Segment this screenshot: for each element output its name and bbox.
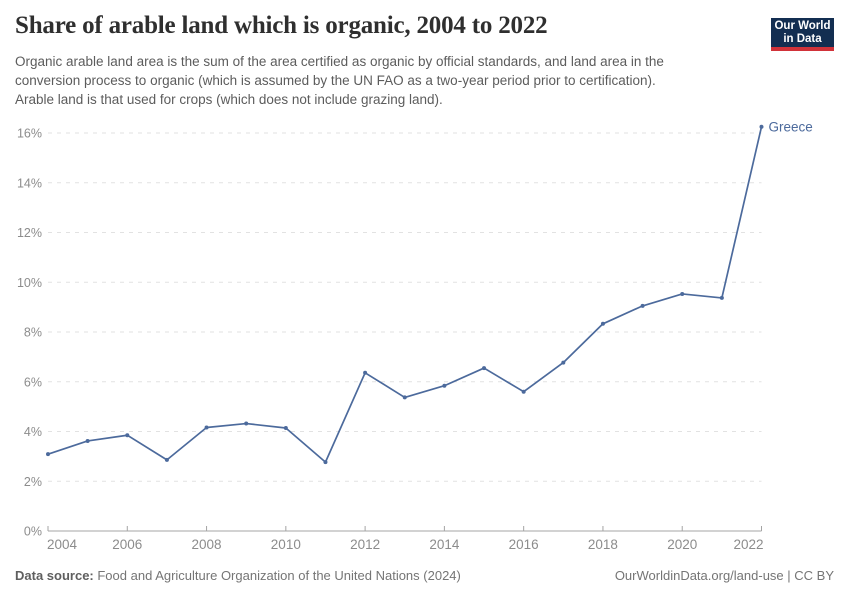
- footer-links: OurWorldinData.org/land-use | CC BY: [615, 568, 834, 583]
- series-label-greece[interactable]: Greece: [769, 119, 813, 134]
- data-point[interactable]: [482, 366, 487, 371]
- y-axis-tick-label: 12%: [17, 226, 42, 240]
- y-axis-tick-label: 10%: [17, 276, 42, 290]
- x-axis-tick-label: 2006: [112, 537, 142, 552]
- x-axis-tick-label: 2018: [588, 537, 618, 552]
- data-point[interactable]: [402, 395, 407, 400]
- data-point[interactable]: [164, 457, 169, 462]
- data-point[interactable]: [363, 370, 368, 375]
- y-axis-tick-label: 14%: [17, 176, 42, 190]
- y-axis-tick-label: 8%: [24, 326, 42, 340]
- y-axis-tick-label: 16%: [17, 127, 42, 141]
- chart-title: Share of arable land which is organic, 2…: [15, 12, 548, 39]
- owid-url-link[interactable]: OurWorldinData.org/land-use: [614, 568, 784, 583]
- data-point[interactable]: [561, 360, 566, 365]
- y-axis-tick-label: 2%: [24, 475, 42, 489]
- y-axis-tick-label: 4%: [24, 425, 42, 439]
- chart-subtitle: Organic arable land area is the sum of t…: [15, 54, 664, 107]
- data-point[interactable]: [46, 452, 50, 457]
- data-point[interactable]: [125, 433, 130, 438]
- x-axis-tick-label: 2016: [509, 537, 539, 552]
- footer-separator: |: [783, 568, 795, 583]
- x-axis-tick-label: 2022: [733, 537, 763, 552]
- data-point[interactable]: [323, 460, 328, 465]
- license-link[interactable]: CC BY: [794, 568, 834, 583]
- y-axis-tick-label: 0%: [24, 525, 42, 539]
- x-axis-tick-label: 2020: [667, 537, 697, 552]
- data-source-value: Food and Agriculture Organization of the…: [93, 568, 461, 583]
- data-source-label: Data source:: [15, 568, 94, 583]
- data-point[interactable]: [85, 438, 90, 443]
- x-axis-tick-label: 2010: [271, 537, 301, 552]
- data-point[interactable]: [680, 291, 685, 296]
- x-axis-tick-label: 2014: [429, 537, 460, 552]
- data-point[interactable]: [719, 295, 724, 300]
- chart-footer: Data source: Food and Agriculture Organi…: [15, 568, 834, 583]
- data-point[interactable]: [640, 303, 645, 308]
- data-point[interactable]: [759, 124, 764, 129]
- x-axis-tick-label: 2004: [47, 537, 78, 552]
- y-axis-tick-label: 6%: [24, 375, 42, 389]
- data-point[interactable]: [442, 383, 447, 388]
- data-point[interactable]: [244, 421, 249, 426]
- x-axis-tick-label: 2008: [192, 537, 222, 552]
- data-source-note: Data source: Food and Agriculture Organi…: [15, 568, 461, 583]
- data-point[interactable]: [204, 425, 209, 430]
- data-point[interactable]: [283, 426, 288, 431]
- x-axis-tick-label: 2012: [350, 537, 380, 552]
- data-point[interactable]: [600, 321, 605, 326]
- greece-line[interactable]: [47, 125, 763, 463]
- owid-logo[interactable]: Our World in Data: [771, 18, 834, 51]
- data-point[interactable]: [521, 389, 526, 394]
